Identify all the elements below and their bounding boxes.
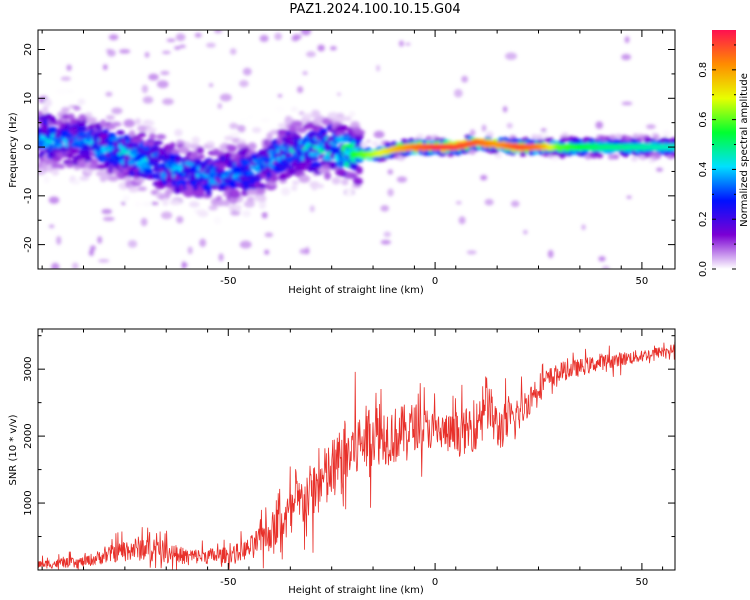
snr-x-label: Height of straight line (km)	[288, 585, 424, 596]
snr-frame	[37, 328, 676, 571]
colorbar-tick-label: 0.0	[698, 261, 709, 277]
y-tick-label: -10	[23, 188, 34, 204]
x-tick-label: -50	[220, 577, 236, 588]
snr-background	[38, 329, 675, 570]
snr-ticks: -50 0 50 1000 2000 3000	[23, 329, 675, 588]
snr-panel: -50 0 50 1000 2000 3000 Height of straight li…	[8, 328, 676, 596]
y-tick-label: 0	[23, 144, 34, 150]
colorbar-label: Normalized spectral amplitude	[739, 73, 750, 227]
x-tick-label: -50	[220, 276, 236, 287]
spectral-energy	[38, 30, 675, 269]
colorbar-tick-label: 0.8	[698, 62, 709, 78]
y-tick-label: -20	[23, 236, 34, 252]
spectrogram-panel: -50 0 50 -20 -10 0 10 20 Height of straight lin…	[8, 29, 676, 296]
snr-y-label: SNR (10 * v/v)	[8, 414, 19, 485]
spectrogram-y-label: Frequency (Hz)	[8, 112, 19, 188]
y-tick-label: 1000	[23, 490, 34, 515]
spectrogram-ticks: -50 0 50 -20 -10 0 10 20	[23, 30, 675, 287]
y-tick-label: 2000	[23, 423, 34, 448]
spectrogram-frame	[37, 29, 676, 270]
x-tick-label: 0	[432, 577, 438, 588]
colorbar: 0.0 0.2 0.4 0.6 0.8 Normalized spectral ampl…	[698, 30, 750, 277]
x-tick-label: 50	[636, 276, 649, 287]
figure-title: PAZ1.2024.100.10.15.G04	[289, 2, 461, 17]
x-tick-label: 50	[636, 577, 649, 588]
y-tick-label: 20	[23, 43, 34, 56]
colorbar-tick-label: 0.6	[698, 112, 709, 128]
colorbar-tick-label: 0.4	[698, 161, 709, 177]
colorbar-gradient	[712, 30, 736, 269]
x-tick-label: 0	[432, 276, 438, 287]
spectrogram-x-label: Height of straight line (km)	[288, 285, 424, 296]
y-tick-label: 3000	[23, 356, 34, 381]
colorbar-tick-label: 0.2	[698, 211, 709, 227]
y-tick-label: 10	[23, 92, 34, 105]
colorbar-ticks: 0.0 0.2 0.4 0.6 0.8	[698, 44, 736, 277]
snr-series-line	[38, 341, 675, 570]
spectrogram-heatmap	[38, 30, 675, 269]
